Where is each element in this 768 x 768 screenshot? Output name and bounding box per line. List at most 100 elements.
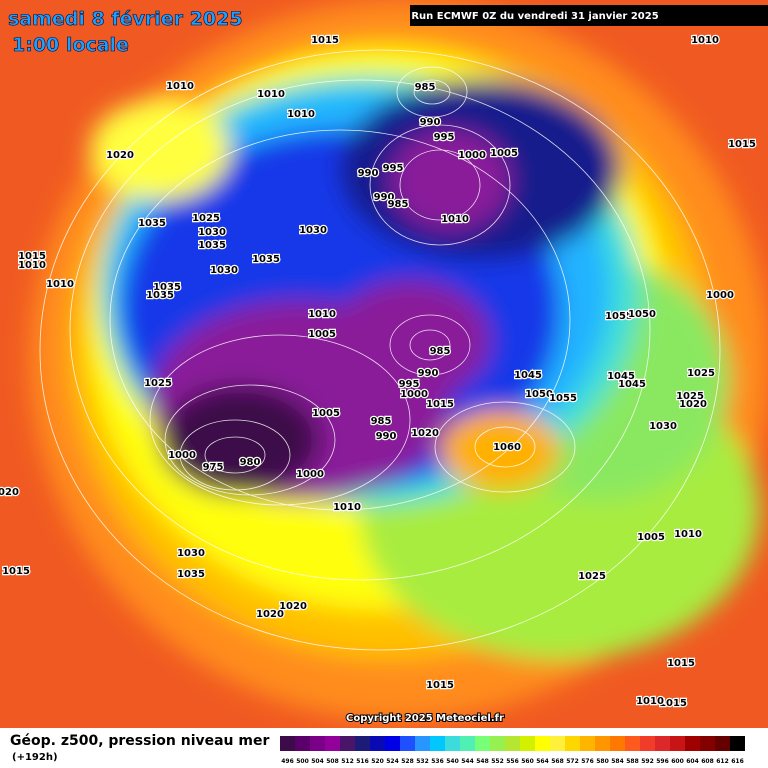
isobar-label: 1055 bbox=[549, 393, 577, 404]
isobar-label: 1005 bbox=[308, 329, 336, 340]
colorbar-label: 512 bbox=[341, 758, 354, 765]
colorbar-swatch bbox=[670, 736, 685, 751]
colorbar-label: 540 bbox=[446, 758, 459, 765]
colorbar-swatch bbox=[700, 736, 715, 751]
isobar-label: 1025 bbox=[687, 368, 715, 379]
colorbar-swatch bbox=[415, 736, 430, 751]
isobar-label: 985 bbox=[371, 416, 392, 427]
isobar-label: 1035 bbox=[252, 254, 280, 265]
isobar-label: 980 bbox=[240, 457, 261, 468]
colorbar-swatch bbox=[655, 736, 670, 751]
copyright: Copyright 2025 Meteociel.fr bbox=[346, 713, 504, 724]
colorbar-label: 604 bbox=[686, 758, 699, 765]
colorbar-swatch bbox=[460, 736, 475, 751]
colorbar-swatch bbox=[400, 736, 415, 751]
colorbar-swatch bbox=[685, 736, 700, 751]
isobar-label: 1010 bbox=[308, 309, 336, 320]
lead-time: (+192h) bbox=[12, 752, 58, 763]
isobar-label: 1015 bbox=[311, 35, 339, 46]
map-date: samedi 8 février 2025 bbox=[8, 8, 243, 30]
colorbar-swatch bbox=[340, 736, 355, 751]
isobar-label: 1000 bbox=[296, 469, 324, 480]
isobar-label: 1015 bbox=[728, 139, 756, 150]
colorbar-swatch bbox=[445, 736, 460, 751]
colorbar-label: 596 bbox=[656, 758, 669, 765]
colorbar-label: 552 bbox=[491, 758, 504, 765]
colorbar-label: 564 bbox=[536, 758, 549, 765]
colorbar-label: 508 bbox=[326, 758, 339, 765]
colorbar-swatch bbox=[625, 736, 640, 751]
map-field bbox=[0, 0, 768, 728]
colorbar-label: 516 bbox=[356, 758, 369, 765]
isobar-label: 1005 bbox=[637, 532, 665, 543]
isobar-label: 1035 bbox=[138, 218, 166, 229]
colorbar-label: 496 bbox=[281, 758, 294, 765]
isobar-label: 1015 bbox=[18, 251, 46, 262]
isobar-label: 1010 bbox=[166, 81, 194, 92]
isobar-label: 1045 bbox=[618, 379, 646, 390]
isobar-label: 1030 bbox=[210, 265, 238, 276]
isobar-label: 990 bbox=[418, 368, 439, 379]
isobar-label: 1035 bbox=[153, 282, 181, 293]
isobar-label: 1015 bbox=[426, 680, 454, 691]
isobar-label: 1020 bbox=[256, 609, 284, 620]
colorbar-swatch bbox=[430, 736, 445, 751]
isobar-label: 995 bbox=[434, 132, 455, 143]
isobar-label: 1050 bbox=[525, 389, 553, 400]
isobar-label: 975 bbox=[203, 462, 224, 473]
isobar-label: 1010 bbox=[46, 279, 74, 290]
colorbar-swatch bbox=[295, 736, 310, 751]
colorbar-label: 584 bbox=[611, 758, 624, 765]
isobar-label: 1010 bbox=[333, 502, 361, 513]
colorbar-label: 576 bbox=[581, 758, 594, 765]
map-time: 1:00 locale bbox=[12, 34, 129, 56]
isobar-label: 1025 bbox=[144, 378, 172, 389]
isobar-label: 1025 bbox=[192, 213, 220, 224]
colorbar-swatch bbox=[280, 736, 295, 751]
colorbar-label: 568 bbox=[551, 758, 564, 765]
isobar-label: 1055 bbox=[605, 311, 633, 322]
colorbar-label: 580 bbox=[596, 758, 609, 765]
colorbar-swatch bbox=[490, 736, 505, 751]
colorbar-label: 536 bbox=[431, 758, 444, 765]
isobar-label: 990 bbox=[374, 192, 395, 203]
isobar-label: 1010 bbox=[691, 35, 719, 46]
isobar-label: 1005 bbox=[312, 408, 340, 419]
isobar-label: 1035 bbox=[177, 569, 205, 580]
isobar-label: 1010 bbox=[18, 260, 46, 271]
isobar-label: 1010 bbox=[257, 89, 285, 100]
colorbar-swatch bbox=[640, 736, 655, 751]
colorbar: 496 500 504 508 512 516 520 524 528 532 536 540 544 5… bbox=[280, 736, 745, 765]
isobar-label: 1010 bbox=[287, 109, 315, 120]
colorbar-swatch bbox=[505, 736, 520, 751]
isobar-label: 985 bbox=[415, 82, 436, 93]
colorbar-label: 616 bbox=[731, 758, 744, 765]
colorbar-label: 560 bbox=[521, 758, 534, 765]
colorbar-swatch bbox=[325, 736, 340, 751]
colorbar-swatch bbox=[550, 736, 565, 751]
colorbar-swatch bbox=[730, 736, 745, 751]
colorbar-swatch bbox=[520, 736, 535, 751]
colorbar-swatch bbox=[475, 736, 490, 751]
colorbar-label: 528 bbox=[401, 758, 414, 765]
colorbar-swatch bbox=[580, 736, 595, 751]
colorbar-label: 608 bbox=[701, 758, 714, 765]
colorbar-swatch bbox=[355, 736, 370, 751]
isobar-label: 1000 bbox=[400, 389, 428, 400]
colorbar-swatch bbox=[595, 736, 610, 751]
colorbar-label: 524 bbox=[386, 758, 399, 765]
colorbar-label: 500 bbox=[296, 758, 309, 765]
caption: Géop. z500, pression niveau mer bbox=[10, 733, 269, 749]
colorbar-swatch bbox=[370, 736, 385, 751]
colorbar-label: 548 bbox=[476, 758, 489, 765]
isobar-label: 990 bbox=[358, 168, 379, 179]
isobar-label: 1030 bbox=[299, 225, 327, 236]
colorbar-label: 520 bbox=[371, 758, 384, 765]
colorbar-label: 600 bbox=[671, 758, 684, 765]
colorbar-swatch bbox=[565, 736, 580, 751]
colorbar-swatch bbox=[385, 736, 400, 751]
colorbar-label: 572 bbox=[566, 758, 579, 765]
isobar-label: 1020 bbox=[106, 150, 134, 161]
colorbar-swatch bbox=[715, 736, 730, 751]
